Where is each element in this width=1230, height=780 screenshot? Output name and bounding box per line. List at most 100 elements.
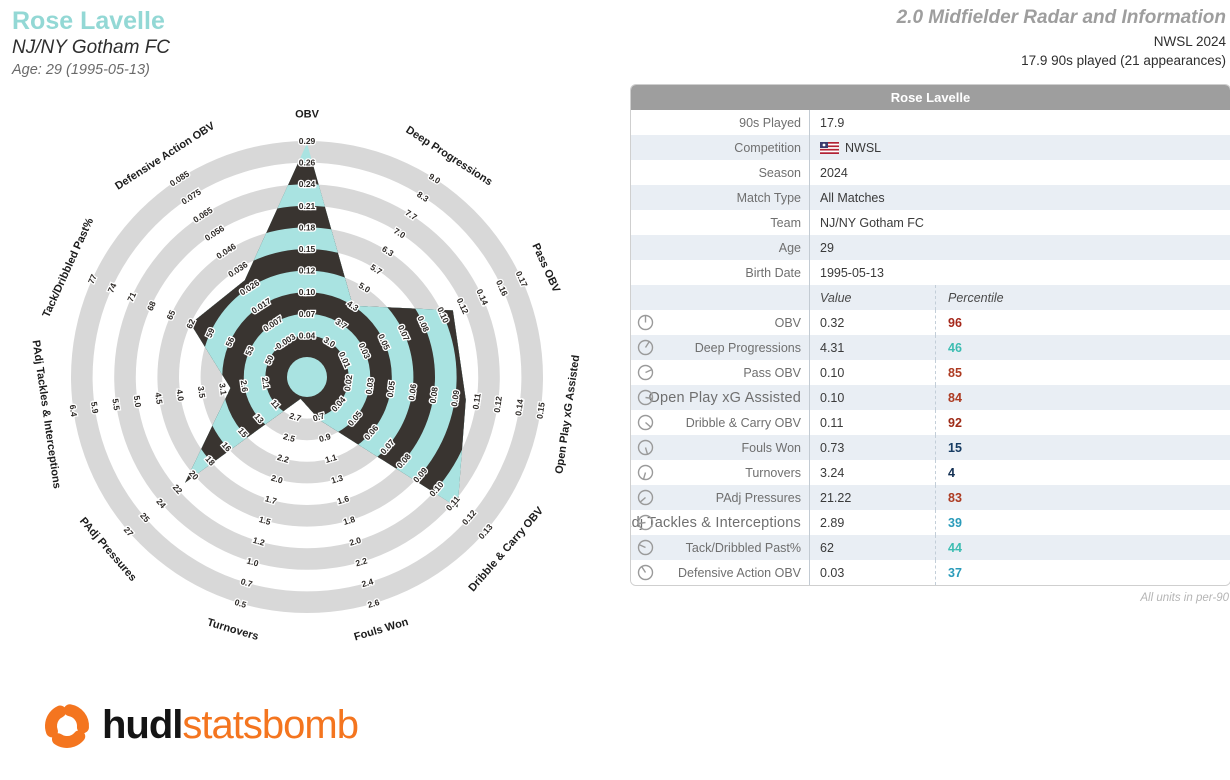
radar-tick-label: 1.1 xyxy=(324,452,338,465)
table-row: Tack/Dribbled Past% 62 44 xyxy=(631,535,1230,560)
row-label: Team xyxy=(770,215,801,230)
age-line: Age: 29 (1995-05-13) xyxy=(12,61,150,78)
radar-chart-svg: 0.04 0.07 0.10 0.12 0.15 0.18 0.21 0.24 0.26 0.29… xyxy=(30,109,583,644)
team-name: NJ/NY Gotham FC xyxy=(12,37,171,58)
radar-tick-label: 0.7 xyxy=(312,410,326,423)
radar-tick-label: 2.1 xyxy=(260,376,272,389)
radar-tick-label: 0.5 xyxy=(233,597,247,610)
row-value: NJ/NY Gotham FC xyxy=(820,215,924,230)
row-value: 17.9 xyxy=(820,115,845,130)
hudl-swirl-icon xyxy=(45,704,89,748)
minutes-line: 17.9 90s played (21 appearances) xyxy=(1021,53,1226,69)
table-row: Deep Progressions 4.31 46 xyxy=(631,335,1230,360)
table-row: Turnovers 3.24 4 xyxy=(631,460,1230,485)
stat-value: 21.22 xyxy=(820,490,852,505)
table-row: Open Play xG Assisted 0.10 84 xyxy=(631,385,1230,410)
radar-tick-label: 0.05 xyxy=(385,380,397,398)
axis-clock-icon xyxy=(637,339,654,356)
stat-label: PAdj Tackles & Interceptions xyxy=(630,514,801,531)
report-title: 2.0 Midfielder Radar and Information xyxy=(896,7,1226,28)
row-label: Match Type xyxy=(736,190,801,205)
table-row: Defensive Action OBV 0.03 37 xyxy=(631,560,1230,585)
stat-label: PAdj Pressures xyxy=(715,490,801,505)
stat-label: Fouls Won xyxy=(741,440,801,455)
radar-axis-title: Pass OBV xyxy=(529,241,562,294)
radar-tick-label: 0.15 xyxy=(299,244,316,254)
radar-tick-label: 2.0 xyxy=(270,473,284,486)
axis-clock-icon xyxy=(637,439,654,456)
stat-value: 0.10 xyxy=(820,390,845,405)
radar-tick-label: 5.0 xyxy=(132,395,144,408)
table-row: Dribble & Carry OBV 0.11 92 xyxy=(631,410,1230,435)
stat-value: 0.73 xyxy=(820,440,845,455)
percentile-column-header: Percentile xyxy=(935,285,1230,310)
stat-percentile: 44 xyxy=(935,535,1230,560)
table-row: PAdj Tackles & Interceptions 2.89 39 xyxy=(631,510,1230,535)
radar-tick-label: 2.2 xyxy=(276,452,290,465)
stats-table: Rose Lavelle 90s Played 17.9 Competition NW… xyxy=(630,84,1230,586)
radar-tick-label: 2.0 xyxy=(348,535,362,548)
table-row: Birth Date 1995-05-13 xyxy=(631,260,1230,285)
radar-tick-label: 1.8 xyxy=(342,514,356,527)
row-value: All Matches xyxy=(820,190,885,205)
radar-tick-label: 0.29 xyxy=(299,136,316,146)
player-name: Rose Lavelle xyxy=(12,7,165,35)
radar-tick-label: 1.0 xyxy=(246,556,260,569)
stat-percentile: 37 xyxy=(935,560,1230,585)
radar-tick-label: 3.5 xyxy=(196,386,208,399)
stat-label: Pass OBV xyxy=(743,365,801,380)
radar-tick-label: 2.2 xyxy=(354,555,368,568)
season-line: NWSL 2024 xyxy=(1153,33,1226,49)
radar-tick-label: 0.12 xyxy=(492,395,504,413)
stat-label: Deep Progressions xyxy=(694,340,801,355)
stat-value: 4.31 xyxy=(820,340,845,355)
stat-percentile: 92 xyxy=(935,410,1230,435)
radar-tick-label: 1.7 xyxy=(264,493,278,506)
table-row: Competition NWSL xyxy=(631,135,1230,160)
radar-tick-label: 5.9 xyxy=(89,401,101,414)
radar-tick-label: 2.4 xyxy=(360,576,374,589)
stat-percentile: 39 xyxy=(935,510,1230,535)
table-row: PAdj Pressures 21.22 83 xyxy=(631,485,1230,510)
us-flag-icon xyxy=(820,141,839,154)
radar-tick-label: 1.3 xyxy=(330,473,344,486)
stat-percentile: 46 xyxy=(935,335,1230,360)
axis-clock-icon xyxy=(637,314,654,331)
axis-clock-icon xyxy=(637,514,654,531)
row-label: Season xyxy=(758,165,801,180)
radar-tick-label: 0.7 xyxy=(240,576,254,589)
stat-value: 62 xyxy=(820,540,834,555)
radar-axis-title: Turnovers xyxy=(206,617,260,643)
radar-tick-label: 0.26 xyxy=(299,158,316,168)
axis-clock-icon xyxy=(637,464,654,481)
table-row: Fouls Won 0.73 15 xyxy=(631,435,1230,460)
radar-tick-label: 2.6 xyxy=(239,379,251,392)
stat-value: 0.11 xyxy=(820,415,844,430)
radar-tick-label: 0.9 xyxy=(318,431,332,444)
radar-axis-title: PAdj Tackles & Interceptions xyxy=(30,339,63,489)
radar-tick-label: 2.5 xyxy=(282,431,296,444)
stat-label: Open Play xG Assisted xyxy=(648,389,801,406)
radar-tick-label: 0.12 xyxy=(299,266,316,276)
radar-tick-label: 0.15 xyxy=(534,401,546,419)
axis-clock-icon xyxy=(637,489,654,506)
radar-tick-label: 6.4 xyxy=(68,404,80,417)
axis-clock-icon xyxy=(637,364,654,381)
stat-percentile: 4 xyxy=(935,460,1230,485)
row-label: 90s Played xyxy=(739,115,801,130)
radar-axis-title: Open Play xG Assisted xyxy=(553,354,582,475)
radar-tick-label: 2.7 xyxy=(288,410,302,423)
axis-clock-icon xyxy=(637,539,654,556)
row-label: Competition xyxy=(734,140,801,155)
stat-percentile: 83 xyxy=(935,485,1230,510)
radar-tick-label: 1.6 xyxy=(336,493,350,506)
radar-tick-label: 5.5 xyxy=(110,398,122,411)
table-row: Match Type All Matches xyxy=(631,185,1230,210)
report-header: 2.0 Midfielder Radar and Information NWS… xyxy=(897,6,1226,70)
axis-clock-icon xyxy=(637,414,654,431)
stat-value: 0.10 xyxy=(820,365,845,380)
table-row: OBV 0.32 96 xyxy=(631,310,1230,335)
axis-clock-icon xyxy=(637,564,654,581)
stat-value: 3.24 xyxy=(820,465,845,480)
